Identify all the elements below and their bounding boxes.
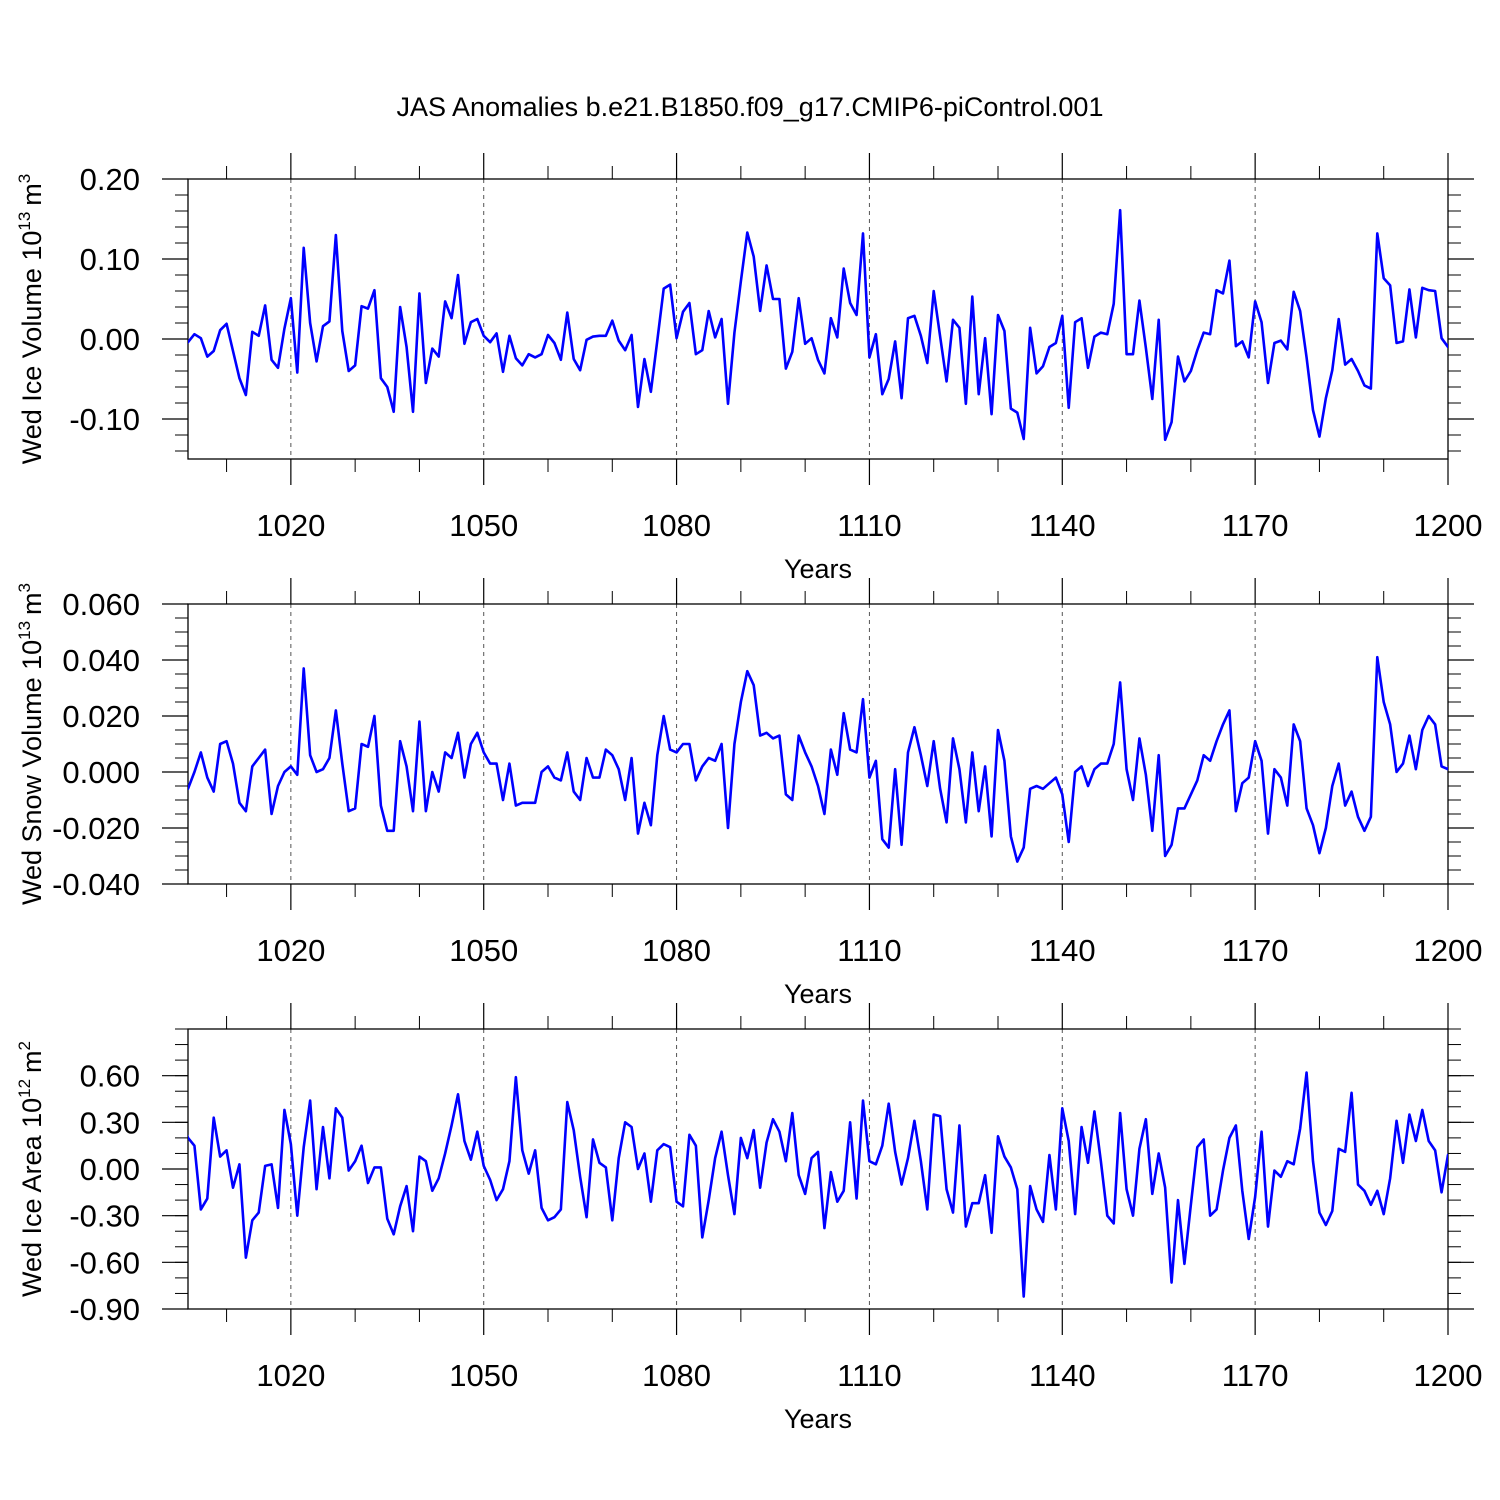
y-tick-label: -0.020: [52, 811, 140, 846]
panel-ice-volume: 1020 1050 1080 1110 1140 1170 1200 0.20 0.10 0.00…: [15, 153, 1482, 584]
y-tick-label: 0.30: [80, 1105, 140, 1140]
x-tick-label: 1020: [256, 933, 325, 968]
y-tick-label: 0.020: [62, 699, 140, 734]
series-line-snow-volume: [188, 655, 1448, 863]
x-axis-title: Years: [784, 554, 852, 584]
x-tick-label: 1110: [837, 1358, 901, 1393]
y-axis-title-main: Wed Snow Volume 10: [17, 640, 47, 905]
x-axis-title: Years: [784, 1404, 852, 1434]
y-tick-label: -0.30: [69, 1199, 140, 1234]
y-axis-title-unit: m: [17, 1050, 47, 1073]
x-tick-label: 1080: [642, 933, 711, 968]
y-tick-label: 0.60: [80, 1059, 140, 1094]
y-tick-label: 0.060: [62, 587, 140, 622]
y-axis-title: Wed Ice Area 1012 m2: [15, 1041, 47, 1297]
x-tick-label: 1050: [449, 933, 518, 968]
x-tick-label: 1020: [256, 508, 325, 543]
y-tick-label: 0.10: [80, 242, 140, 277]
y-axis-title: Wed Snow Volume 1013 m3: [15, 583, 47, 905]
y-axis-title-main: Wed Ice Volume 10: [17, 231, 47, 465]
y-axis-title-unit: m: [17, 592, 47, 615]
x-tick-label: 1170: [1222, 508, 1289, 543]
y-tick-label: 0.00: [80, 1152, 140, 1187]
panels: 1020 1050 1080 1110 1140 1170 1200 0.20 0.10 0.00…: [15, 153, 1482, 1434]
x-tick-label: 1140: [1029, 508, 1096, 543]
x-tick-label: 1140: [1029, 1358, 1096, 1393]
y-axis-title-unit-exponent: 3: [15, 583, 34, 592]
y-tick-label: 0.00: [80, 322, 140, 357]
x-axis-title: Years: [784, 979, 852, 1009]
x-tick-label: 1200: [1414, 933, 1483, 968]
y-axis-title: Wed Ice Volume 1013 m3: [15, 174, 47, 465]
x-tick-label: 1020: [256, 1358, 325, 1393]
x-tick-label: 1110: [837, 933, 901, 968]
y-tick-label: 0.20: [80, 162, 140, 197]
y-axis-title-unit-exponent: 3: [15, 174, 34, 183]
panel-snow-volume: 1020 1050 1080 1110 1140 1170 1200 0.060 0.040 0.…: [15, 578, 1482, 1009]
y-tick-label: -0.10: [69, 402, 140, 437]
plot-frame: [187, 178, 1449, 460]
x-tick-label: 1200: [1414, 1358, 1483, 1393]
series-line-ice-area: [188, 1071, 1448, 1298]
y-axis-title-exponent: 12: [15, 1079, 34, 1098]
y-tick-label: 0.040: [62, 643, 140, 678]
x-tick-label: 1200: [1414, 508, 1483, 543]
y-tick-label: -0.90: [69, 1292, 140, 1327]
x-tick-label: 1110: [837, 508, 901, 543]
y-axis-title-main: Wed Ice Area 10: [17, 1098, 47, 1297]
y-tick-label: -0.60: [69, 1245, 140, 1280]
x-tick-label: 1080: [642, 1358, 711, 1393]
panel-ice-area: 1020 1050 1080 1110 1140 1170 1200 0.60 0.30 0.00…: [15, 1003, 1482, 1434]
x-tick-label: 1050: [449, 508, 518, 543]
series-line-ice-volume: [188, 208, 1448, 442]
x-tick-label: 1170: [1222, 1358, 1289, 1393]
y-tick-label: -0.040: [52, 867, 140, 902]
y-axis-title-unit-exponent: 2: [15, 1041, 34, 1050]
x-tick-label: 1050: [449, 1358, 518, 1393]
figure-title: JAS Anomalies b.e21.B1850.f09_g17.CMIP6-…: [397, 92, 1104, 122]
y-axis-title-exponent: 13: [15, 621, 34, 640]
x-tick-label: 1080: [642, 508, 711, 543]
x-tick-label: 1140: [1029, 933, 1096, 968]
y-axis-title-unit: m: [17, 183, 47, 206]
y-axis-title-exponent: 13: [15, 212, 34, 231]
x-tick-label: 1170: [1222, 933, 1289, 968]
y-tick-label: 0.000: [62, 755, 140, 790]
